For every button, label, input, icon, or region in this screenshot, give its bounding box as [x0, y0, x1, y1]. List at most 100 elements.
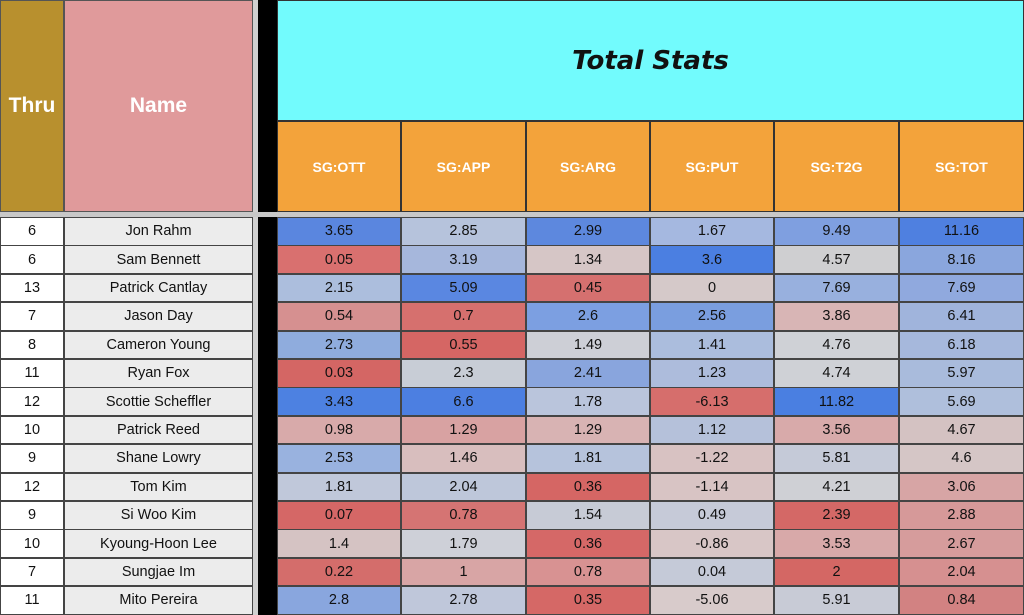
stat-cell: 9.49: [774, 217, 899, 246]
player-name-cell: Kyoung-Hoon Lee: [64, 529, 253, 558]
stat-cell: 5.81: [774, 444, 899, 473]
stat-cell: 2: [774, 557, 899, 587]
thru-cell: 7: [0, 557, 64, 587]
name-column-header: Name: [64, 0, 253, 212]
stat-cell: 1.46: [401, 444, 526, 473]
stat-cell: 1.34: [526, 245, 650, 274]
stat-cell: 2.56: [650, 302, 774, 331]
header-body-separator: [0, 212, 1024, 217]
player-name-cell: Jason Day: [64, 302, 253, 331]
stat-cell: 1.12: [650, 415, 774, 445]
stat-cell: 0.84: [899, 586, 1024, 615]
thru-cell: 10: [0, 529, 64, 558]
stat-cell: 0.78: [401, 501, 526, 530]
stat-cell: 3.56: [774, 415, 899, 445]
stat-column-header: SG:TOT: [899, 121, 1024, 212]
stat-cell: 3.65: [277, 217, 401, 246]
stat-cell: 2.73: [277, 330, 401, 360]
stat-column-header-label: SG:T2G: [810, 158, 863, 175]
stat-cell: -6.13: [650, 387, 774, 416]
stat-cell: -0.86: [650, 529, 774, 558]
stat-cell: 4.21: [774, 472, 899, 502]
stat-cell: 5.91: [774, 586, 899, 615]
stat-cell: 0.22: [277, 557, 401, 587]
stat-cell: 5.09: [401, 273, 526, 303]
stat-cell: 3.19: [401, 245, 526, 274]
stat-cell: 1: [401, 557, 526, 587]
thru-cell: 12: [0, 387, 64, 416]
stat-cell: 3.43: [277, 387, 401, 416]
stat-cell: 2.8: [277, 586, 401, 615]
stat-cell: 6.41: [899, 302, 1024, 331]
stat-cell: 2.3: [401, 359, 526, 388]
thru-cell: 13: [0, 273, 64, 303]
thru-column-header: Thru: [0, 0, 64, 212]
stat-cell: 7.69: [899, 273, 1024, 303]
stat-cell: 1.29: [401, 415, 526, 445]
column-separator: [253, 0, 258, 615]
stat-cell: 5.69: [899, 387, 1024, 416]
stat-cell: 2.85: [401, 217, 526, 246]
stat-cell: 0.35: [526, 586, 650, 615]
stat-column-header-label: SG:ARG: [560, 158, 616, 175]
stat-cell: 0.49: [650, 501, 774, 530]
player-name-cell: Jon Rahm: [64, 217, 253, 246]
stat-cell: 8.16: [899, 245, 1024, 274]
stat-column-header: SG:ARG: [526, 121, 650, 212]
stat-cell: 6.6: [401, 387, 526, 416]
player-name-cell: Cameron Young: [64, 330, 253, 360]
stat-cell: 2.41: [526, 359, 650, 388]
stat-cell: -1.14: [650, 472, 774, 502]
player-name-cell: Sam Bennett: [64, 245, 253, 274]
stat-cell: 1.67: [650, 217, 774, 246]
stat-cell: 1.23: [650, 359, 774, 388]
name-header-label: Name: [129, 94, 188, 117]
stat-cell: 2.39: [774, 501, 899, 530]
thru-cell: 12: [0, 472, 64, 502]
stat-column-header-label: SG:TOT: [935, 158, 988, 175]
stat-cell: 6.18: [899, 330, 1024, 360]
stat-cell: 0.7: [401, 302, 526, 331]
stat-cell: 11.82: [774, 387, 899, 416]
stat-cell: 3.53: [774, 529, 899, 558]
stat-cell: 4.57: [774, 245, 899, 274]
thru-cell: 8: [0, 330, 64, 360]
stat-column-header: SG:PUT: [650, 121, 774, 212]
stat-cell: 1.49: [526, 330, 650, 360]
stat-cell: 0.36: [526, 529, 650, 558]
player-name-cell: Patrick Reed: [64, 415, 253, 445]
thru-cell: 6: [0, 217, 64, 246]
stat-cell: 2.99: [526, 217, 650, 246]
player-name-cell: Ryan Fox: [64, 359, 253, 388]
stat-column-header: SG:T2G: [774, 121, 899, 212]
stat-cell: 2.53: [277, 444, 401, 473]
stat-cell: 2.04: [401, 472, 526, 502]
total-stats-label: Total Stats: [572, 45, 729, 76]
stat-cell: 1.29: [526, 415, 650, 445]
stat-cell: 11.16: [899, 217, 1024, 246]
stat-cell: -1.22: [650, 444, 774, 473]
player-name-cell: Si Woo Kim: [64, 501, 253, 530]
stat-cell: 1.54: [526, 501, 650, 530]
stat-column-header: SG:OTT: [277, 121, 401, 212]
stat-cell: 2.04: [899, 557, 1024, 587]
player-name-cell: Shane Lowry: [64, 444, 253, 473]
thru-cell: 9: [0, 444, 64, 473]
stat-cell: 0.04: [650, 557, 774, 587]
stat-cell: 4.74: [774, 359, 899, 388]
thru-header-label: Thru: [8, 94, 56, 117]
stat-cell: 1.41: [650, 330, 774, 360]
player-name-cell: Tom Kim: [64, 472, 253, 502]
thru-cell: 10: [0, 415, 64, 445]
stat-cell: 0.54: [277, 302, 401, 331]
stat-cell: 3.86: [774, 302, 899, 331]
stat-cell: 4.76: [774, 330, 899, 360]
stat-cell: 1.81: [526, 444, 650, 473]
stat-column-header-label: SG:APP: [436, 158, 491, 175]
stat-cell: 0.98: [277, 415, 401, 445]
stat-cell: 4.67: [899, 415, 1024, 445]
stat-cell: 0.55: [401, 330, 526, 360]
player-name-cell: Mito Pereira: [64, 586, 253, 615]
stat-cell: 2.15: [277, 273, 401, 303]
thru-cell: 11: [0, 586, 64, 615]
